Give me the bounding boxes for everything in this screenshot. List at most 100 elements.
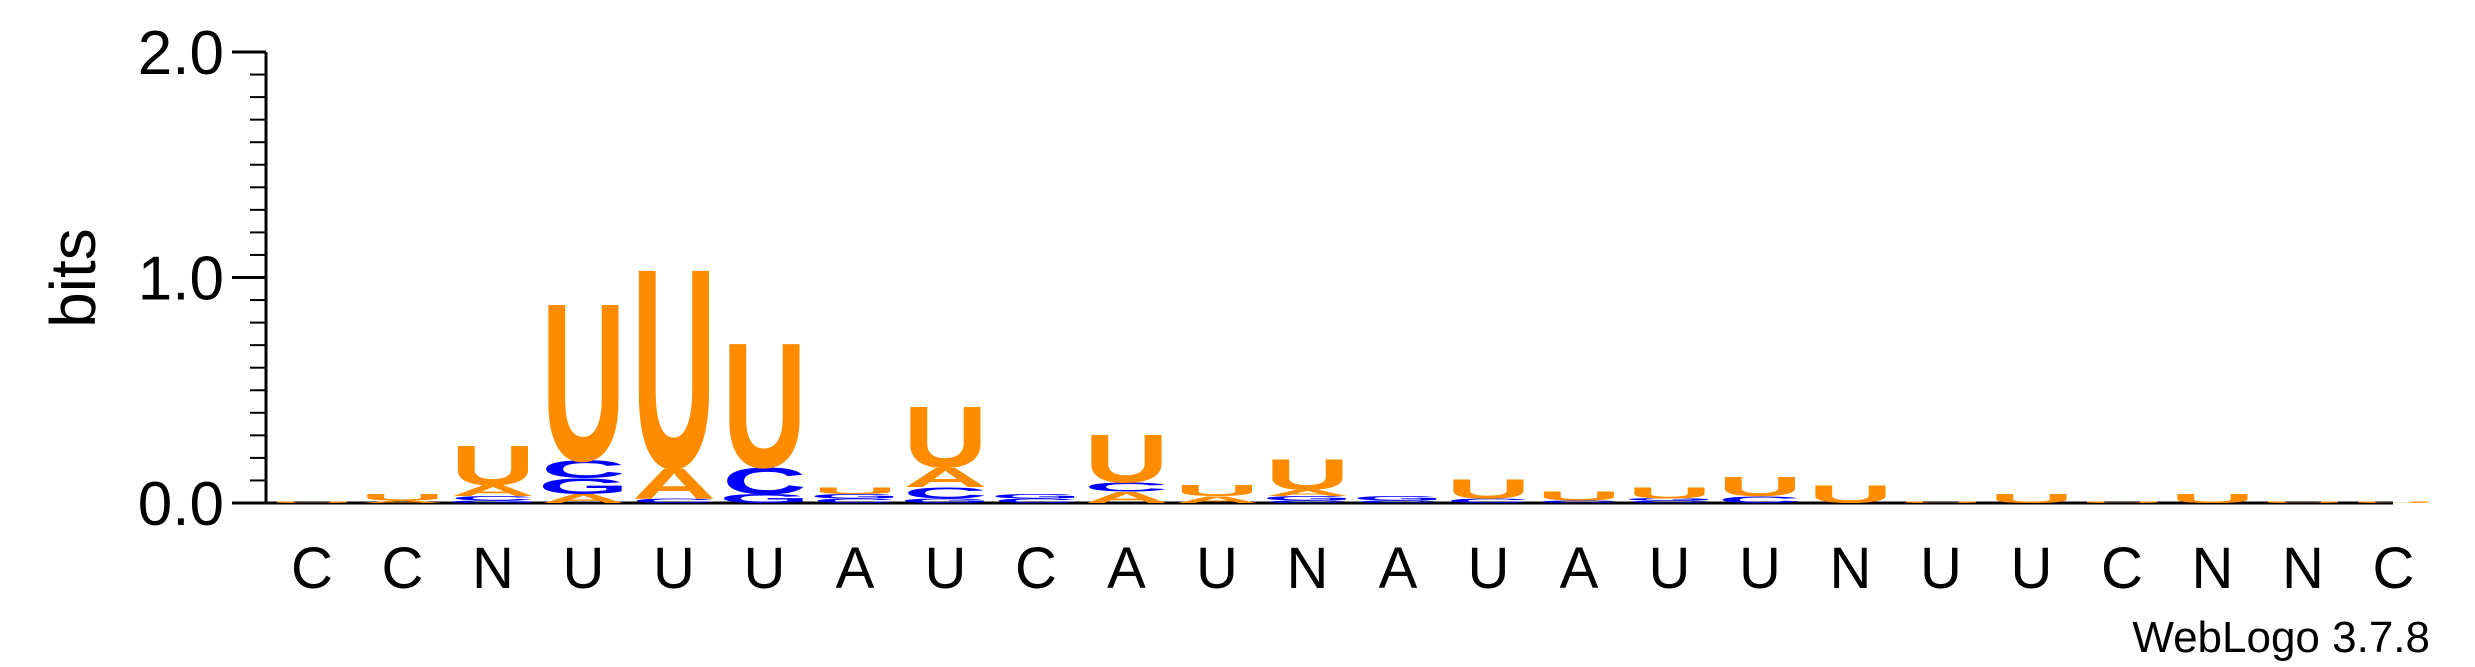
logo-letter-glyph: G — [1262, 495, 1353, 502]
logo-letter-glyph: G — [900, 497, 991, 504]
logo-letter-U: U — [2080, 502, 2164, 504]
x-tick-label: U — [925, 536, 967, 601]
logo-letter-C: C — [994, 497, 1078, 504]
logo-letter-U: U — [1446, 473, 1530, 505]
logo-letter-glyph: C — [1356, 500, 1440, 503]
logo-letter-C: C — [632, 497, 716, 504]
logo-letter-G: G — [538, 474, 629, 499]
logo-letter-glyph: G — [1624, 498, 1715, 501]
logo-letter-glyph: C — [632, 497, 716, 504]
logo-letter-glyph: U — [1808, 480, 1892, 508]
logo-letter-U: U — [2170, 492, 2254, 506]
logo-letter-glyph: U — [451, 435, 535, 498]
logo-letter-C: C — [813, 497, 897, 504]
logo-letter-glyph: U — [722, 305, 806, 505]
logo-letter-G: G — [900, 497, 991, 504]
logo-letter-U: U — [451, 435, 535, 498]
logo-letter-G: G — [1624, 498, 1715, 501]
logo-letter-A: A — [1265, 488, 1349, 499]
logo-letter-U: U — [1265, 450, 1349, 499]
x-tick-label: U — [563, 536, 605, 601]
x-tick-label: A — [1379, 536, 1418, 601]
logo-letter-glyph: C — [541, 456, 625, 484]
logo-letter-glyph: U — [1989, 492, 2073, 506]
logo-letter-glyph: G — [538, 474, 629, 499]
logo-letter-glyph: U — [1718, 471, 1802, 503]
logo-letter-U: U — [541, 257, 625, 509]
logo-letter-glyph: G — [810, 493, 901, 500]
logo-letter-glyph: A — [1084, 489, 1168, 506]
x-tick-label: U — [1739, 536, 1781, 601]
logo-letter-C: C — [1446, 497, 1530, 504]
x-tick-label: A — [1560, 536, 1599, 601]
x-tick-label: U — [2011, 536, 2053, 601]
logo-letter-G: G — [991, 493, 1082, 500]
logo-letter-glyph: U — [541, 257, 625, 509]
logo-letter-A: A — [1084, 489, 1168, 506]
logo-letter-U: U — [270, 502, 354, 504]
logo-letter-glyph: A — [360, 500, 444, 503]
logo-letter-C: C — [1537, 500, 1621, 503]
logo-letter-U: U — [1084, 421, 1168, 498]
x-tick-label: A — [836, 536, 875, 601]
logo-letter-glyph: A — [632, 459, 716, 508]
x-tick-label: U — [1920, 536, 1962, 601]
logo-letter-glyph: C — [1627, 500, 1711, 503]
x-tick-label: C — [1015, 536, 1057, 601]
logo-letter-glyph: U — [1537, 489, 1621, 503]
y-tick-label: 2.0 — [138, 19, 224, 88]
logo-letter-C: C — [1718, 494, 1802, 505]
logo-letter-U: U — [360, 492, 444, 503]
logo-letter-U: U — [1899, 502, 1983, 504]
logo-letter-glyph: G — [991, 493, 1082, 500]
x-tick-label: U — [1196, 536, 1238, 601]
logo-letter-glyph: U — [1899, 502, 1983, 504]
logo-letter-glyph: U — [1446, 473, 1530, 505]
y-minor-ticks — [250, 73, 266, 482]
x-tick-label: N — [2282, 536, 2324, 601]
logo-letter-C: C — [1084, 480, 1168, 494]
x-tick-label: C — [2101, 536, 2143, 601]
y-ticks: 0.0 1.0 2.0 — [138, 19, 266, 539]
logo-letter-C: C — [541, 456, 625, 484]
y-tick-label: 0.0 — [138, 470, 224, 539]
logo-letter-A: A — [632, 459, 716, 508]
logo-letter-C: C — [903, 484, 987, 501]
x-tick-label: U — [744, 536, 786, 601]
logo-letter-G: G — [1353, 495, 1444, 502]
x-tick-label: C — [2373, 536, 2415, 601]
logo-letter-U: U — [2261, 502, 2345, 504]
logo-letter-glyph: C — [903, 484, 987, 501]
logo-letter-glyph: C — [1446, 497, 1530, 504]
logo-letter-U: U — [632, 210, 716, 528]
logo-letter-U: U — [2351, 502, 2435, 504]
x-tick-label: N — [472, 536, 514, 601]
weblogo-version-label: WebLogo 3.7.8 — [2132, 613, 2430, 662]
logo-letter-A: A — [541, 492, 625, 506]
logo-letter-U: U — [813, 485, 897, 496]
logo-letter-glyph: G — [1353, 495, 1444, 502]
logo-letter-glyph: C — [813, 497, 897, 504]
logo-letter-U: U — [1718, 471, 1802, 503]
x-tick-label: N — [1830, 536, 1872, 601]
logo-letter-glyph: U — [2261, 502, 2345, 504]
logo-letter-glyph: C — [1718, 494, 1802, 505]
logo-letter-glyph: A — [903, 462, 987, 494]
logo-letter-glyph: A — [451, 482, 535, 499]
logo-letter-glyph: U — [2080, 502, 2164, 504]
logo-letter-glyph: C — [1537, 500, 1621, 503]
logo-letter-C: C — [1265, 500, 1349, 503]
x-tick-label: C — [291, 536, 333, 601]
logo-letter-glyph: U — [903, 388, 987, 486]
x-tick-label: N — [2192, 536, 2234, 601]
logo-letter-G: G — [719, 492, 810, 506]
x-tick-label: U — [1649, 536, 1691, 601]
logo-letter-glyph: U — [1265, 450, 1349, 499]
logo-letter-U: U — [1808, 480, 1892, 508]
logo-letter-A: A — [1175, 494, 1259, 505]
logo-letter-G: G — [448, 500, 539, 503]
logo-letter-glyph: U — [1175, 482, 1259, 499]
logo-letter-C: C — [722, 461, 806, 503]
